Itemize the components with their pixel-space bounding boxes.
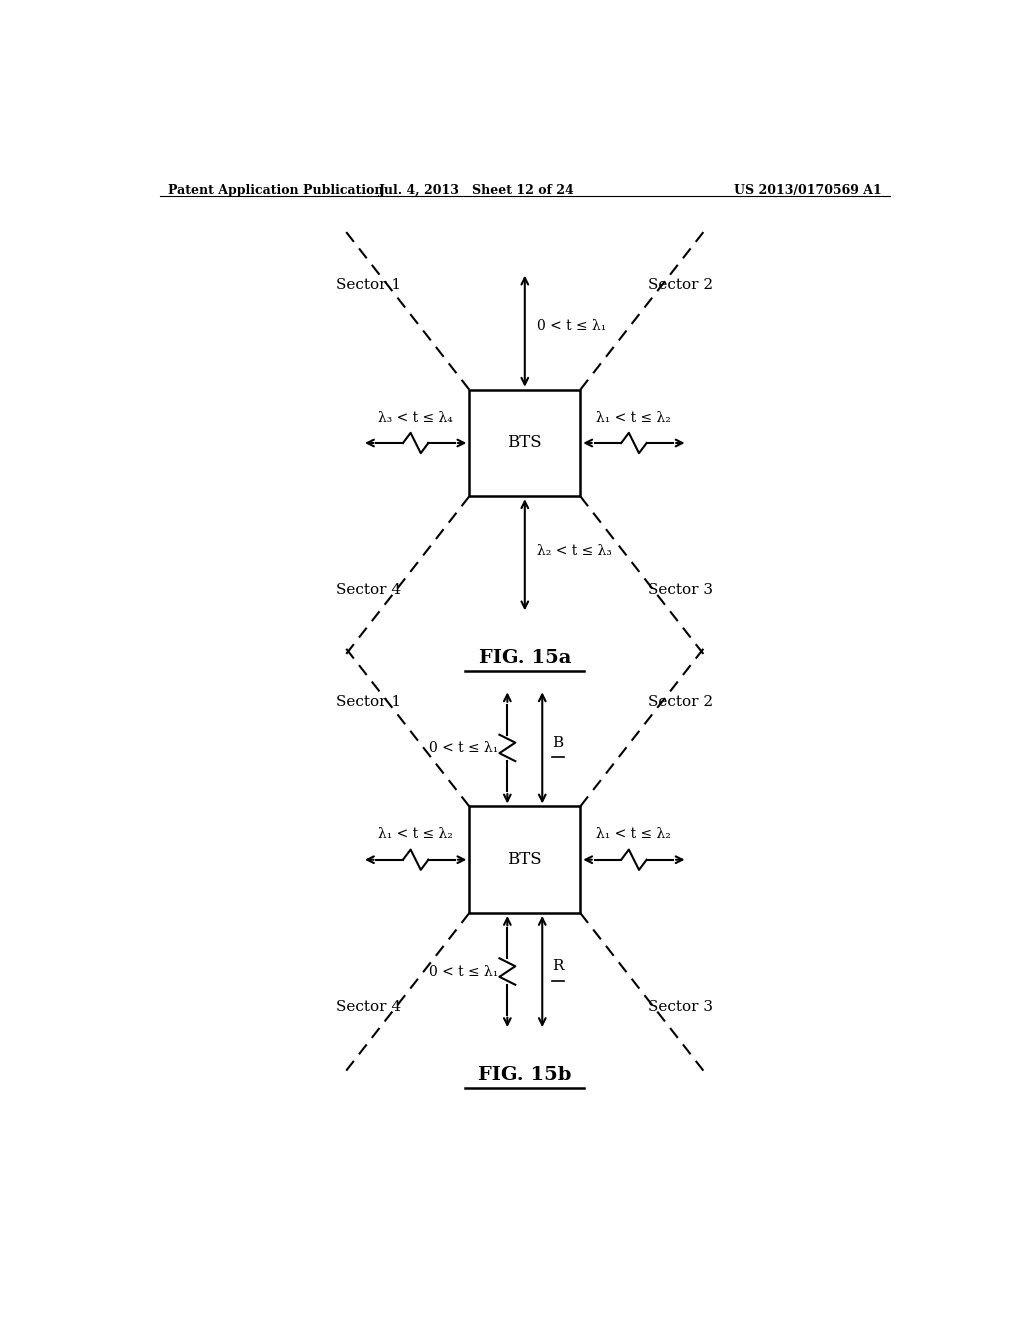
Text: Patent Application Publication: Patent Application Publication [168, 183, 383, 197]
Text: Sector 1: Sector 1 [337, 694, 401, 709]
Text: BTS: BTS [508, 434, 542, 451]
FancyBboxPatch shape [469, 389, 581, 496]
Text: λ₁ < t ≤ λ₂: λ₁ < t ≤ λ₂ [597, 411, 672, 425]
Text: λ₃ < t ≤ λ₄: λ₃ < t ≤ λ₄ [378, 411, 453, 425]
FancyBboxPatch shape [469, 807, 581, 913]
Text: Sector 3: Sector 3 [648, 583, 713, 597]
Text: λ₁ < t ≤ λ₂: λ₁ < t ≤ λ₂ [378, 828, 453, 841]
Text: FIG. 15b: FIG. 15b [478, 1065, 571, 1084]
Text: Sector 4: Sector 4 [337, 999, 401, 1014]
Text: Sector 3: Sector 3 [648, 999, 713, 1014]
Text: BTS: BTS [508, 851, 542, 869]
Text: 0 < t ≤ λ₁: 0 < t ≤ λ₁ [429, 965, 498, 978]
Text: Sector 2: Sector 2 [648, 279, 713, 292]
Text: Sector 1: Sector 1 [337, 279, 401, 292]
Text: λ₂ < t ≤ λ₃: λ₂ < t ≤ λ₃ [538, 544, 612, 558]
Text: FIG. 15a: FIG. 15a [478, 649, 571, 667]
Text: US 2013/0170569 A1: US 2013/0170569 A1 [734, 183, 882, 197]
Text: Sector 4: Sector 4 [337, 583, 401, 597]
Text: 0 < t ≤ λ₁: 0 < t ≤ λ₁ [538, 319, 607, 333]
Text: Sector 2: Sector 2 [648, 694, 713, 709]
Text: B: B [552, 735, 563, 750]
Text: Jul. 4, 2013   Sheet 12 of 24: Jul. 4, 2013 Sheet 12 of 24 [379, 183, 575, 197]
Text: λ₁ < t ≤ λ₂: λ₁ < t ≤ λ₂ [597, 828, 672, 841]
Text: R: R [552, 960, 563, 973]
Text: 0 < t ≤ λ₁: 0 < t ≤ λ₁ [429, 741, 498, 755]
